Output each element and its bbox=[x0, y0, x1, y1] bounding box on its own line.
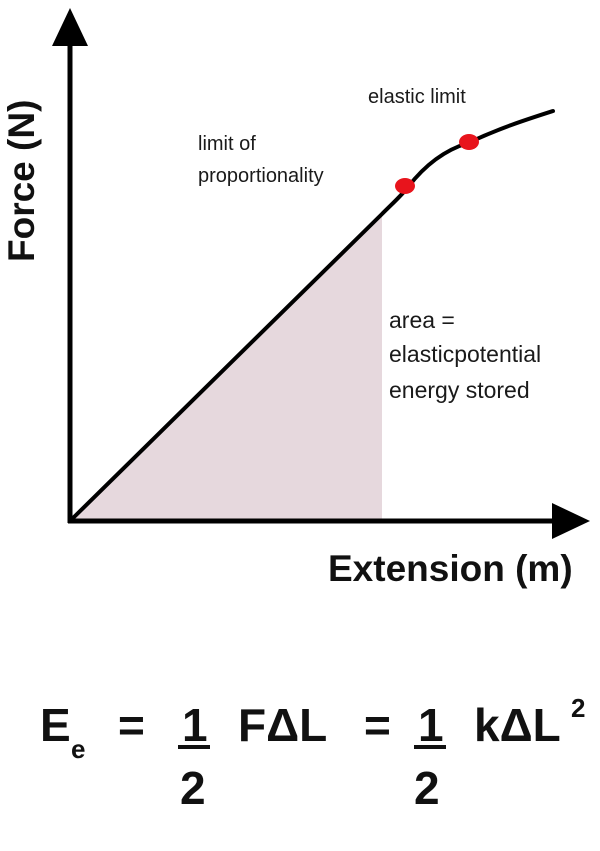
y-axis-arrowhead bbox=[52, 8, 88, 46]
equation-term-spring-constant: kΔL bbox=[474, 699, 561, 751]
equation-equals-1: = bbox=[118, 699, 145, 751]
equation-fraction1-denominator: 2 bbox=[180, 762, 206, 814]
x-axis-arrowhead bbox=[552, 503, 590, 539]
area-label-line1: area = bbox=[389, 307, 455, 333]
y-axis-title: Force (N) bbox=[1, 100, 42, 262]
force-extension-curve bbox=[68, 109, 555, 523]
energy-equation: E e = 1 2 FΔL = 1 2 kΔL 2 bbox=[40, 693, 585, 814]
limit-of-proportionality-marker bbox=[395, 178, 415, 194]
equation-equals-2: = bbox=[364, 699, 391, 751]
area-label-line2: elasticpotential bbox=[389, 341, 541, 367]
elastic-limit-label: elastic limit bbox=[368, 86, 466, 108]
equation-energy-symbol: E bbox=[40, 699, 71, 751]
equation-fraction1-numerator: 1 bbox=[182, 699, 208, 751]
elastic-limit-marker bbox=[459, 134, 479, 150]
area-label-line3: energy stored bbox=[389, 377, 530, 403]
x-axis-title: Extension (m) bbox=[328, 548, 573, 589]
limit-of-proportionality-line1: limit of bbox=[198, 133, 256, 155]
limit-of-proportionality-line2: proportionality bbox=[198, 165, 324, 187]
equation-energy-subscript: e bbox=[71, 734, 85, 764]
equation-term-force-extension: FΔL bbox=[238, 699, 327, 751]
equation-fraction2-denominator: 2 bbox=[414, 762, 440, 814]
equation-fraction2-numerator: 1 bbox=[418, 699, 444, 751]
equation-exponent: 2 bbox=[571, 693, 585, 723]
